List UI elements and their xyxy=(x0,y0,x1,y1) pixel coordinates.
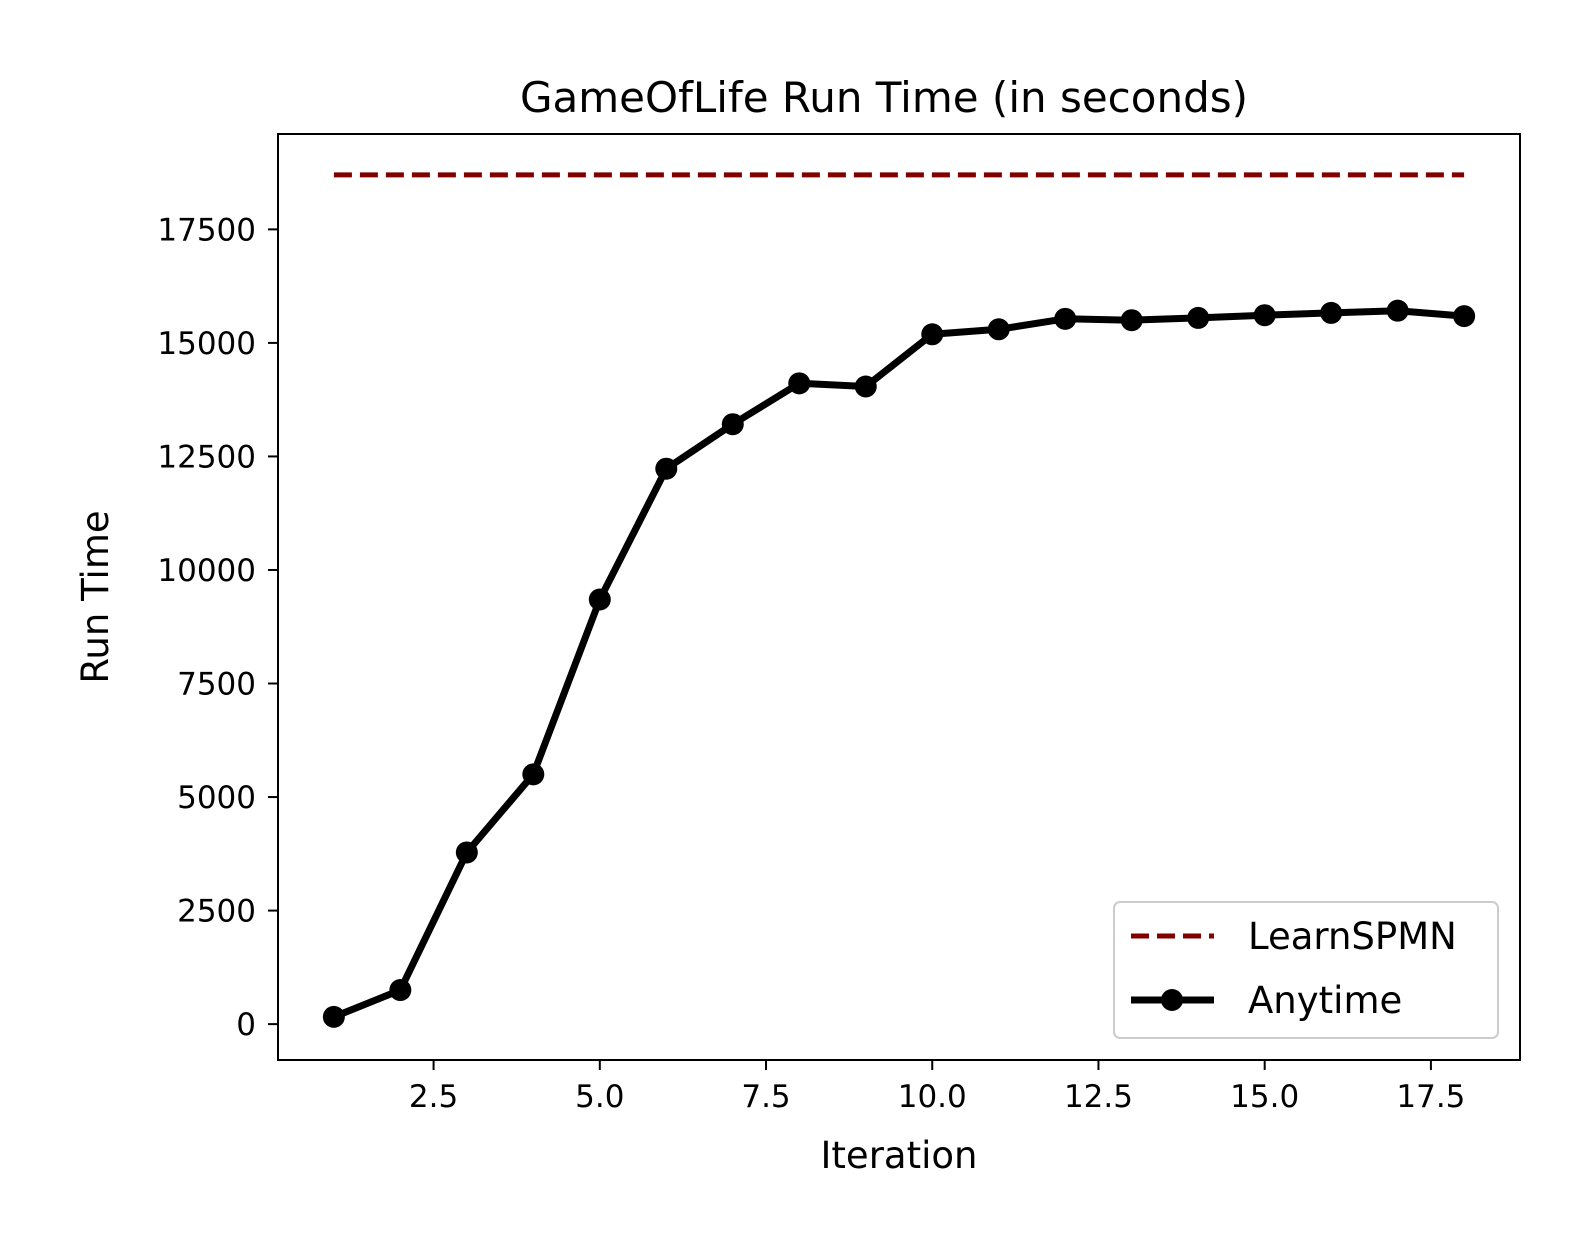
data-point-anytime xyxy=(655,457,678,480)
y-tick-label: 7500 xyxy=(177,667,256,703)
x-tick-label: 10.0 xyxy=(898,1079,967,1115)
x-tick-label: 17.5 xyxy=(1396,1079,1465,1115)
data-point-anytime xyxy=(1253,304,1276,327)
y-tick-label: 12500 xyxy=(157,439,256,475)
data-point-anytime xyxy=(455,841,478,864)
x-axis-label: Iteration xyxy=(821,1134,978,1177)
y-axis-label: Run Time xyxy=(74,510,117,683)
y-tick-label: 10000 xyxy=(157,553,256,589)
data-point-anytime xyxy=(522,763,545,786)
data-point-anytime xyxy=(721,413,744,436)
data-point-anytime xyxy=(322,1005,345,1028)
legend-label-anytime: Anytime xyxy=(1248,979,1402,1022)
data-point-anytime xyxy=(921,323,944,346)
x-tick-label: 15.0 xyxy=(1230,1079,1299,1115)
y-tick-label: 2500 xyxy=(177,894,256,930)
data-point-anytime xyxy=(1320,301,1343,324)
y-tick-label: 15000 xyxy=(157,326,256,362)
y-axis-ticks: 0 2500 5000 7500 10000 12500 15000 17500 xyxy=(157,212,278,1043)
y-tick-label: 0 xyxy=(236,1007,256,1043)
legend: LearnSPMN Anytime xyxy=(1113,901,1499,1039)
x-tick-label: 12.5 xyxy=(1064,1079,1133,1115)
plot-area xyxy=(322,172,1476,1028)
data-point-anytime xyxy=(389,979,412,1002)
legend-marker-anytime xyxy=(1161,989,1183,1011)
chart-title: GameOfLife Run Time (in seconds) xyxy=(520,73,1248,122)
data-point-anytime xyxy=(1386,299,1409,322)
x-tick-label: 2.5 xyxy=(409,1079,458,1115)
data-point-anytime xyxy=(1453,305,1476,328)
data-point-anytime xyxy=(854,375,877,398)
data-point-anytime xyxy=(1187,306,1210,329)
data-point-anytime xyxy=(987,318,1010,341)
y-tick-label: 5000 xyxy=(177,780,256,816)
data-point-anytime xyxy=(788,372,811,395)
data-point-anytime xyxy=(1120,309,1143,332)
data-point-anytime xyxy=(588,588,611,611)
y-tick-label: 17500 xyxy=(157,212,256,248)
plot-frame xyxy=(277,133,1521,1061)
series-line-anytime xyxy=(332,307,1465,1021)
data-point-anytime xyxy=(1054,307,1077,330)
legend-label-learnspmn: LearnSPMN xyxy=(1248,915,1457,958)
x-tick-label: 5.0 xyxy=(575,1079,624,1115)
x-tick-label: 7.5 xyxy=(741,1079,790,1115)
x-axis-ticks: 2.5 5.0 7.5 10.0 12.5 15.0 17.5 xyxy=(409,1060,1465,1115)
